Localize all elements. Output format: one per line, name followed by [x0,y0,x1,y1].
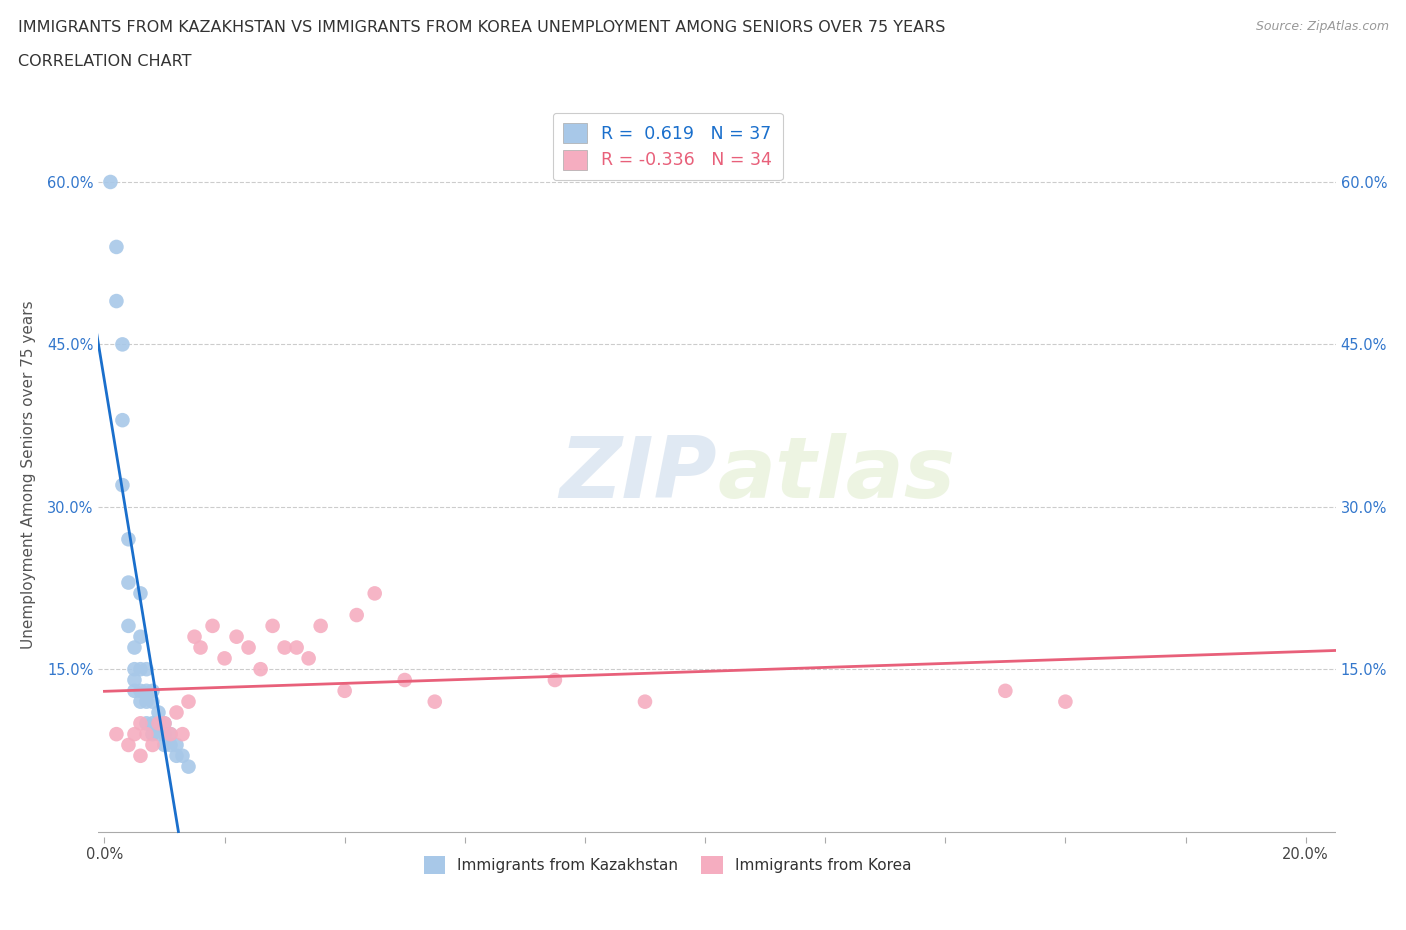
Point [634,694,657,709]
Point [172,726,194,741]
Point [159,737,181,752]
Point [111,478,134,493]
Point [124,726,146,741]
Point [153,716,176,731]
Point [135,662,157,677]
Point [544,672,567,687]
Point [141,694,163,709]
Point [183,630,205,644]
Point [309,618,332,633]
Text: atlas: atlas [717,432,955,516]
Point [129,749,152,764]
Point [148,705,170,720]
Point [166,737,188,752]
Point [298,651,321,666]
Point [141,737,163,752]
Point [153,726,176,741]
Point [129,630,152,644]
Point [129,694,152,709]
Point [100,175,122,190]
Text: IMMIGRANTS FROM KAZAKHSTAN VS IMMIGRANTS FROM KOREA UNEMPLOYMENT AMONG SENIORS O: IMMIGRANTS FROM KAZAKHSTAN VS IMMIGRANTS… [18,20,946,35]
Point [249,662,271,677]
Point [129,662,152,677]
Point [225,630,247,644]
Point [177,694,200,709]
Point [124,662,146,677]
Point [117,575,139,590]
Legend: Immigrants from Kazakhstan, Immigrants from Korea: Immigrants from Kazakhstan, Immigrants f… [418,850,918,880]
Point [177,759,200,774]
Point [238,640,260,655]
Point [201,618,224,633]
Point [190,640,212,655]
Point [166,749,188,764]
Point [129,586,152,601]
Point [994,684,1017,698]
Point [124,672,146,687]
Point [117,737,139,752]
Point [262,618,284,633]
Text: ZIP: ZIP [560,432,717,516]
Point [141,726,163,741]
Y-axis label: Unemployment Among Seniors over 75 years: Unemployment Among Seniors over 75 years [21,300,37,648]
Point [111,337,134,352]
Point [141,716,163,731]
Point [111,413,134,428]
Point [1054,694,1077,709]
Point [159,726,181,741]
Point [333,684,356,698]
Point [153,737,176,752]
Point [117,532,139,547]
Point [285,640,308,655]
Point [129,716,152,731]
Point [172,749,194,764]
Point [135,726,157,741]
Text: Source: ZipAtlas.com: Source: ZipAtlas.com [1256,20,1389,33]
Point [346,607,368,622]
Point [148,726,170,741]
Point [153,716,176,731]
Point [159,726,181,741]
Point [105,294,128,309]
Point [135,684,157,698]
Point [105,240,128,255]
Point [148,716,170,731]
Point [117,618,139,633]
Point [214,651,236,666]
Point [166,705,188,720]
Text: CORRELATION CHART: CORRELATION CHART [18,54,191,69]
Point [124,684,146,698]
Point [394,672,416,687]
Point [273,640,295,655]
Point [124,640,146,655]
Point [141,684,163,698]
Point [135,716,157,731]
Point [423,694,446,709]
Point [129,684,152,698]
Point [135,694,157,709]
Point [364,586,387,601]
Point [105,726,128,741]
